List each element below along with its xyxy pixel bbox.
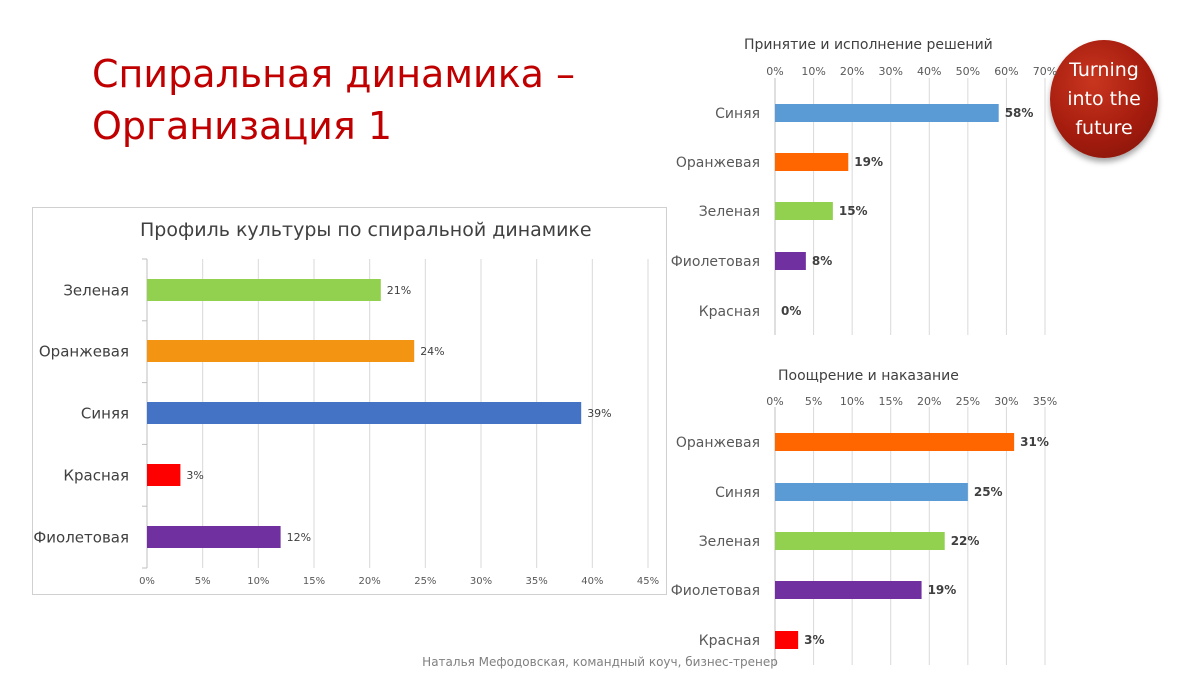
data-label: 8% <box>812 254 832 268</box>
tick-label: 10% <box>801 65 825 78</box>
reward-chart-title: Поощрение и наказание <box>778 368 959 384</box>
category-label: Синяя <box>715 106 760 122</box>
data-label: 25% <box>974 485 1003 499</box>
logo-text: Turning into the future <box>1050 56 1158 143</box>
tick-label: 70% <box>1033 65 1057 78</box>
bar <box>775 252 806 270</box>
category-label: Фиолетовая <box>671 254 760 270</box>
category-label: Фиолетовая <box>33 528 129 546</box>
bar <box>147 526 281 548</box>
profile-chart-title: Профиль культуры по спиральной динамике <box>140 219 592 241</box>
tick-label: 10% <box>840 395 864 408</box>
category-label: Красная <box>63 466 129 484</box>
tick-label: 15% <box>303 576 325 587</box>
bar <box>775 433 1015 451</box>
tick-label: 20% <box>359 576 381 587</box>
bar <box>775 631 799 649</box>
category-label: Зеленая <box>63 281 129 299</box>
bar <box>775 532 945 550</box>
tick-label: 60% <box>994 65 1018 78</box>
bar <box>147 464 181 486</box>
data-label: 22% <box>951 534 980 548</box>
data-label: 39% <box>587 407 611 420</box>
bar <box>147 402 582 424</box>
tick-label: 0% <box>139 576 155 587</box>
category-label: Красная <box>699 304 760 320</box>
tick-label: 35% <box>1033 395 1057 408</box>
tick-label: 45% <box>637 576 659 587</box>
bar <box>775 104 999 122</box>
tick-label: 20% <box>840 65 864 78</box>
category-label: Красная <box>699 633 760 649</box>
tick-label: 5% <box>805 395 822 408</box>
category-label: Оранжевая <box>676 435 760 451</box>
data-label: 21% <box>387 284 411 297</box>
data-label: 24% <box>420 345 444 358</box>
category-label: Зеленая <box>699 204 760 220</box>
bar <box>147 340 415 362</box>
tick-label: 30% <box>470 576 492 587</box>
tick-label: 0% <box>766 65 783 78</box>
bar <box>775 153 849 171</box>
tick-label: 25% <box>956 395 980 408</box>
category-label: Зеленая <box>699 534 760 550</box>
category-label: Оранжевая <box>39 342 129 360</box>
tick-label: 40% <box>917 65 941 78</box>
category-label: Синяя <box>715 485 760 501</box>
data-label: 3% <box>804 633 824 647</box>
data-label: 19% <box>928 583 957 597</box>
tick-label: 10% <box>247 576 269 587</box>
tick-label: 25% <box>414 576 436 587</box>
data-label: 0% <box>781 304 801 318</box>
category-label: Оранжевая <box>676 155 760 171</box>
tick-label: 5% <box>195 576 211 587</box>
bar <box>775 483 968 501</box>
tick-label: 20% <box>917 395 941 408</box>
data-label: 19% <box>854 155 883 169</box>
footer-author: Наталья Мефодовская, командный коуч, биз… <box>422 655 778 669</box>
tick-label: 35% <box>526 576 548 587</box>
bar <box>147 279 381 301</box>
tick-label: 0% <box>766 395 783 408</box>
decisions-chart-title: Принятие и исполнение решений <box>744 37 993 53</box>
tick-label: 30% <box>878 65 902 78</box>
data-label: 15% <box>839 204 868 218</box>
logo-line-2: into the <box>1067 88 1141 110</box>
data-label: 3% <box>186 469 203 482</box>
logo-line-3: future <box>1075 117 1133 139</box>
tick-label: 30% <box>994 395 1018 408</box>
tick-label: 40% <box>581 576 603 587</box>
tick-label: 50% <box>956 65 980 78</box>
category-label: Синяя <box>81 404 129 422</box>
bar <box>775 202 833 220</box>
profile-chart-frame <box>32 207 667 595</box>
turning-into-the-future-logo: Turning into the future <box>1050 40 1158 158</box>
data-label: 31% <box>1020 435 1049 449</box>
data-label: 58% <box>1005 106 1034 120</box>
data-label: 12% <box>287 531 311 544</box>
category-label: Фиолетовая <box>671 583 760 599</box>
slide-title: Спиральная динамика – Организация 1 <box>92 52 576 148</box>
bar <box>775 581 922 599</box>
logo-line-1: Turning <box>1069 59 1139 81</box>
tick-label: 15% <box>878 395 902 408</box>
